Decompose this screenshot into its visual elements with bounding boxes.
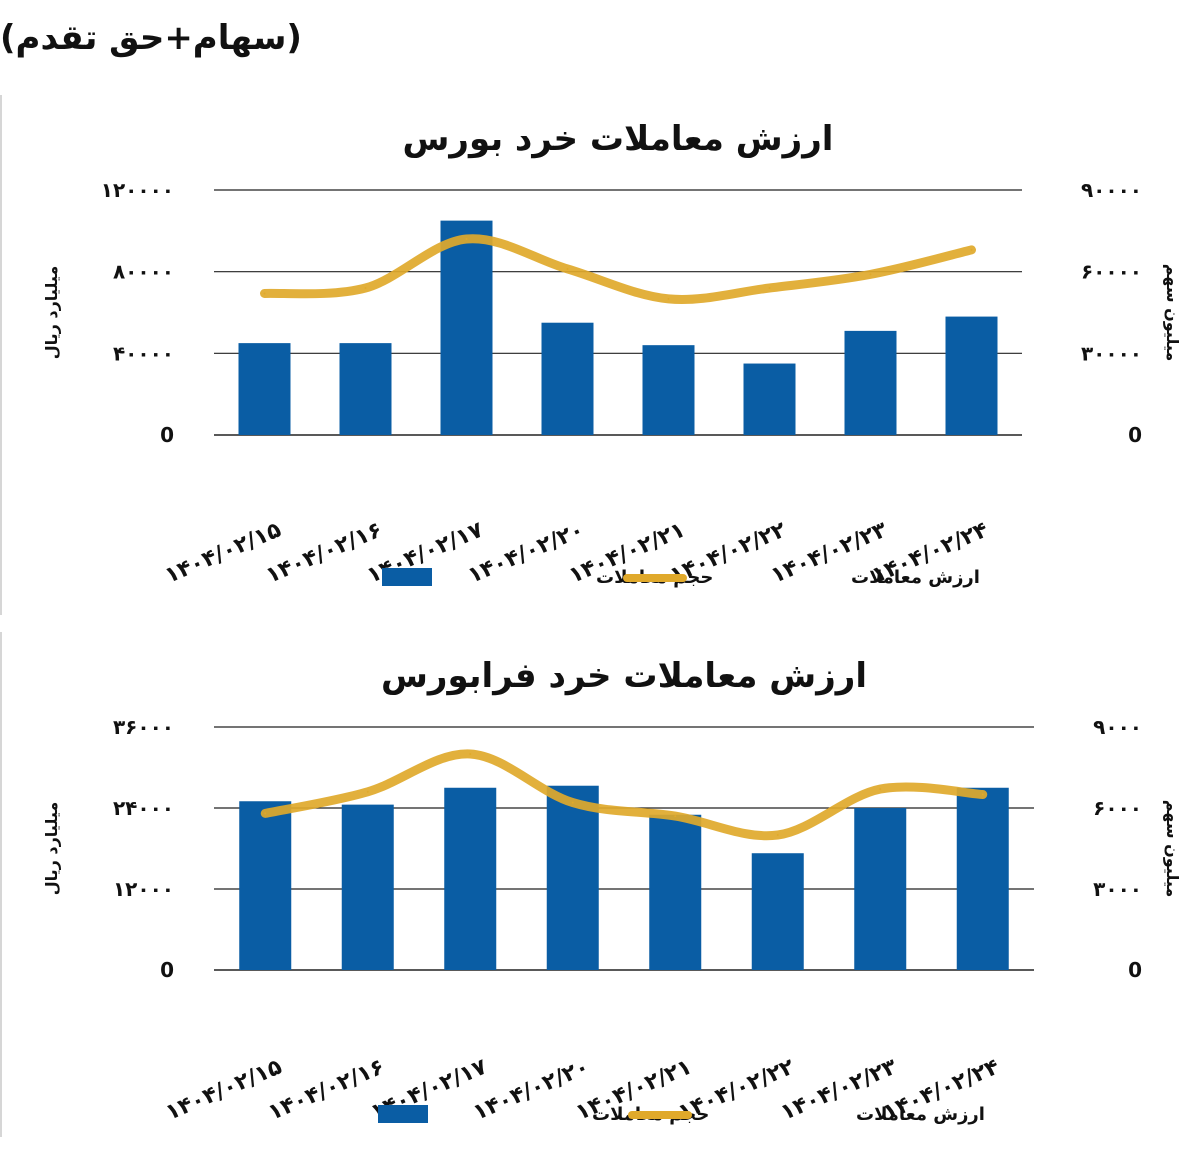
line-point: [263, 292, 266, 295]
bar: [945, 316, 998, 435]
y2-tick-label: 0: [1128, 958, 1142, 982]
line-point: [776, 834, 779, 836]
line-point: [366, 790, 369, 793]
line-series: [260, 749, 988, 841]
line-point: [879, 788, 882, 791]
line-point: [981, 793, 984, 796]
y-axis-label: میلیارد ریال: [42, 266, 61, 360]
y2-tick-label: ۳۰۰۰۰: [1081, 341, 1142, 365]
bar: [642, 345, 695, 435]
x-tick-label: ۱۴۰۴/۰۲/۱۵: [161, 518, 284, 589]
bar: [444, 787, 497, 970]
y-tick-label: ۳۶۰۰۰: [113, 715, 174, 739]
bar: [649, 814, 702, 970]
bar: [743, 363, 796, 435]
chart-farabourse: ارزش معاملات خرد فرابورس 0 ۱۲۰۰۰ ۲۴۰۰۰ ۳۶۰۰۰…: [42, 656, 1182, 1126]
chart-title: ارزش معاملات خرد فرابورس: [381, 656, 867, 696]
y-tick-label: ۱۲۰۰۰۰: [101, 178, 174, 202]
y2-tick-label: 0: [1128, 423, 1142, 447]
y2-tick-label: ۳۰۰۰: [1093, 877, 1142, 901]
line-point: [667, 297, 670, 300]
y2-tick-label: ۹۰۰۰: [1093, 715, 1142, 739]
line-point: [566, 267, 569, 270]
bar: [341, 804, 394, 970]
bar: [751, 853, 804, 970]
x-tick-label: ۱۴۰۴/۰۲/۲۰: [464, 518, 587, 589]
y-tick-label: ۲۴۰۰۰: [113, 796, 174, 820]
line-point: [469, 753, 472, 755]
chart-bourse: ارزش معاملات خرد بورس 0 ۴۰۰۰۰ ۸۰۰۰۰ ۱۲۰۰۰۰ 0 ۳…: [42, 119, 1182, 589]
bar: [844, 330, 897, 435]
y2-axis-label: میلیون سهم: [1163, 264, 1182, 362]
line-point: [571, 801, 574, 804]
y2-tick-label: ۶۰۰۰: [1093, 796, 1142, 820]
line-point: [768, 287, 771, 289]
x-tick-label: ۱۴۰۴/۰۲/۱۶: [262, 518, 385, 589]
x-tick-label: ۱۴۰۴/۰۲/۱۶: [265, 1055, 388, 1126]
legend-bar-swatch: [382, 568, 432, 586]
y-axis-label: میلیارد ریال: [42, 802, 61, 896]
x-tick-label: ۱۴۰۴/۰۲/۱۵: [162, 1055, 285, 1126]
bar: [541, 322, 594, 435]
chart-panel-farabourse: ارزش معاملات خرد فرابورس 0 ۱۲۰۰۰ ۲۴۰۰۰ ۳۶۰۰۰…: [0, 632, 1200, 1137]
y-tick-label: ۱۲۰۰۰: [113, 877, 174, 901]
bar: [339, 343, 392, 435]
y2-axis-label: میلیون سهم: [1163, 800, 1182, 898]
line-point: [869, 273, 872, 276]
header-text: (سهام+حق تقدم): [0, 18, 302, 58]
y-tick-label: ۸۰۰۰۰: [113, 260, 174, 284]
bar: [854, 808, 907, 970]
legend-line-label: ارزش معاملات: [851, 567, 980, 588]
y-tick-label: 0: [160, 958, 174, 982]
legend-bar-swatch: [378, 1105, 428, 1123]
chart-panel-bourse: ارزش معاملات خرد بورس 0 ۴۰۰۰۰ ۸۰۰۰۰ ۱۲۰۰۰۰ 0 ۳…: [0, 95, 1200, 615]
line-point: [970, 248, 973, 251]
y-tick-label: ۴۰۰۰۰: [113, 341, 174, 365]
line-series: [260, 234, 976, 304]
line-point: [674, 815, 677, 818]
line-point: [465, 238, 468, 240]
bar: [956, 787, 1009, 970]
chart-title: ارزش معاملات خرد بورس: [403, 119, 834, 159]
y2-tick-label: ۶۰۰۰۰: [1081, 260, 1142, 284]
bar: [239, 801, 292, 970]
line-point: [364, 287, 367, 289]
page-header: (سهام+حق تقدم): [0, 18, 340, 58]
bar: [546, 785, 599, 970]
bar: [440, 220, 493, 435]
legend-line-label: ارزش معاملات: [856, 1104, 985, 1125]
y-tick-label: 0: [160, 423, 174, 447]
x-tick-label: ۱۴۰۴/۰۲/۲۰: [470, 1055, 593, 1126]
line-point: [264, 812, 267, 815]
bar: [238, 343, 291, 435]
y2-tick-label: ۹۰۰۰۰: [1081, 178, 1142, 202]
